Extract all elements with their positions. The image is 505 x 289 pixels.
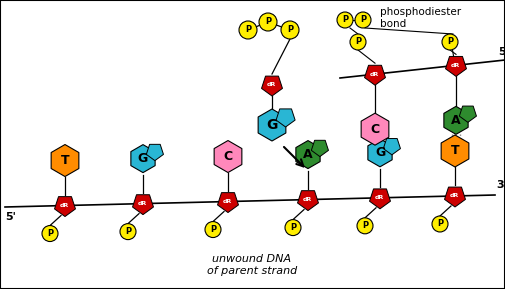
- Text: T: T: [61, 154, 69, 167]
- Polygon shape: [51, 144, 79, 177]
- Text: P: P: [125, 227, 131, 236]
- Circle shape: [205, 222, 221, 238]
- Circle shape: [350, 34, 366, 50]
- Text: G: G: [266, 118, 278, 132]
- Polygon shape: [444, 187, 466, 207]
- Circle shape: [355, 12, 371, 28]
- Text: dR: dR: [450, 63, 460, 68]
- Text: dR: dR: [266, 82, 276, 88]
- Text: G: G: [375, 146, 385, 159]
- Text: 5': 5': [498, 47, 505, 57]
- Text: P: P: [342, 16, 348, 25]
- Text: P: P: [355, 38, 361, 47]
- Text: unwound DNA
of parent strand: unwound DNA of parent strand: [207, 254, 297, 276]
- Circle shape: [239, 21, 257, 39]
- Circle shape: [259, 13, 277, 31]
- Text: P: P: [437, 219, 443, 229]
- Circle shape: [442, 34, 458, 50]
- Text: dR: dR: [60, 203, 69, 208]
- Polygon shape: [218, 193, 238, 212]
- Text: C: C: [371, 123, 380, 136]
- Text: phosphodiester
bond: phosphodiester bond: [380, 7, 461, 29]
- Polygon shape: [365, 65, 385, 85]
- Polygon shape: [297, 191, 319, 211]
- Text: P: P: [362, 221, 368, 230]
- Polygon shape: [312, 140, 328, 157]
- Circle shape: [337, 12, 353, 28]
- Text: dR: dR: [449, 193, 459, 199]
- Polygon shape: [441, 135, 469, 167]
- Polygon shape: [131, 144, 155, 173]
- Polygon shape: [444, 106, 468, 134]
- Text: P: P: [245, 25, 251, 34]
- Text: A: A: [303, 148, 313, 161]
- Polygon shape: [445, 56, 467, 76]
- Circle shape: [120, 224, 136, 240]
- Circle shape: [42, 225, 58, 242]
- Circle shape: [281, 21, 299, 39]
- Text: P: P: [360, 16, 366, 25]
- Polygon shape: [258, 109, 286, 141]
- Polygon shape: [146, 144, 164, 161]
- Text: dR: dR: [374, 195, 384, 200]
- Polygon shape: [368, 139, 392, 167]
- Polygon shape: [383, 138, 400, 155]
- Text: G: G: [138, 152, 148, 165]
- Text: C: C: [223, 150, 233, 163]
- Text: 3': 3': [496, 180, 505, 190]
- Text: P: P: [265, 18, 271, 27]
- Circle shape: [432, 216, 448, 232]
- Text: A: A: [451, 114, 461, 127]
- Polygon shape: [460, 106, 476, 122]
- Polygon shape: [214, 140, 242, 173]
- Polygon shape: [276, 109, 295, 127]
- Text: P: P: [290, 223, 296, 232]
- Text: P: P: [210, 225, 216, 234]
- Text: P: P: [287, 25, 293, 34]
- Text: T: T: [450, 144, 460, 158]
- Circle shape: [357, 218, 373, 234]
- Text: P: P: [47, 229, 53, 238]
- Polygon shape: [262, 76, 282, 96]
- Text: dR: dR: [137, 201, 146, 206]
- Circle shape: [285, 220, 301, 236]
- Polygon shape: [296, 140, 320, 168]
- Text: dR: dR: [302, 197, 312, 202]
- Polygon shape: [132, 195, 154, 215]
- Text: P: P: [447, 38, 453, 47]
- Text: 5': 5': [5, 212, 16, 222]
- Polygon shape: [361, 113, 389, 145]
- Text: dR: dR: [369, 72, 379, 77]
- Polygon shape: [370, 189, 390, 209]
- Text: dR: dR: [222, 199, 232, 204]
- Polygon shape: [55, 197, 75, 216]
